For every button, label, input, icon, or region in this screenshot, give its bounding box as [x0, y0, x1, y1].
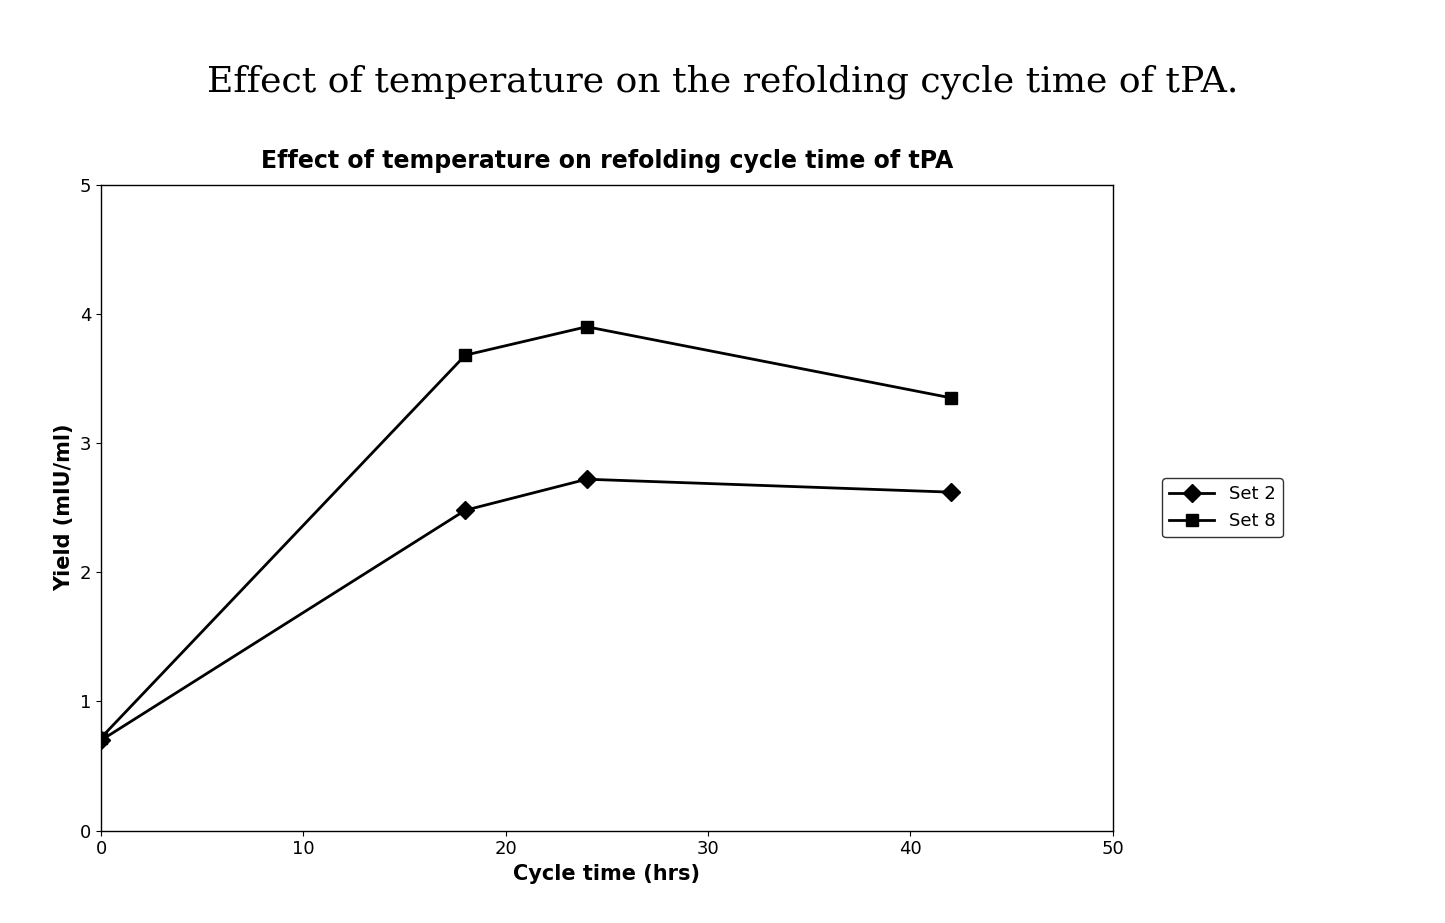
Set 2: [942, 486, 959, 497]
Line: Set 2: Set 2: [95, 473, 957, 747]
Text: Effect of temperature on the refolding cycle time of tPA.: Effect of temperature on the refolding c…: [207, 65, 1238, 99]
Legend: Set 2, Set 8: Set 2, Set 8: [1162, 478, 1283, 537]
Set 8: [457, 350, 474, 361]
Set 8: [92, 732, 110, 743]
Line: Set 8: Set 8: [95, 320, 957, 744]
Set 8: [942, 392, 959, 403]
Title: Effect of temperature on refolding cycle time of tPA: Effect of temperature on refolding cycle…: [260, 149, 954, 173]
Y-axis label: Yield (mIU/ml): Yield (mIU/ml): [55, 424, 74, 592]
Set 2: [92, 735, 110, 746]
Set 8: [578, 321, 595, 332]
Set 2: [578, 473, 595, 485]
Set 2: [457, 505, 474, 516]
X-axis label: Cycle time (hrs): Cycle time (hrs): [513, 864, 701, 884]
